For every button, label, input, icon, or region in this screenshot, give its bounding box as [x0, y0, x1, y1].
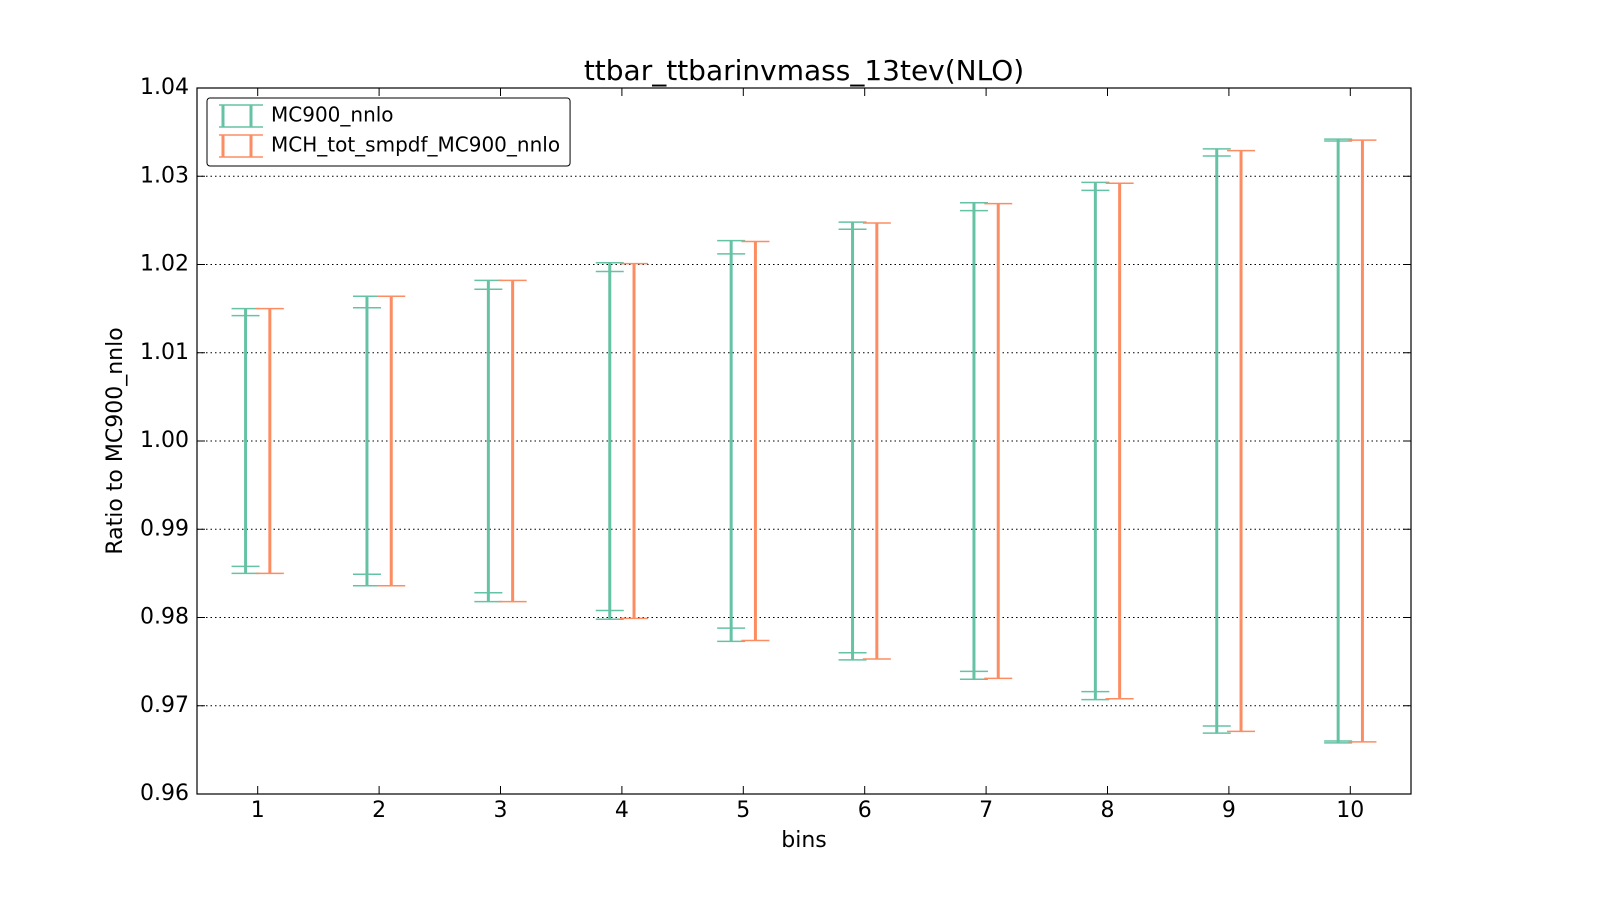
x-tick-label: 3 [494, 798, 508, 823]
y-tick-label: 1.03 [140, 163, 189, 188]
legend: MC900_nnlo MCH_tot_smpdf_MC900_nnlo [206, 97, 571, 167]
x-tick-label: 10 [1336, 798, 1364, 823]
y-tick-label: 1.00 [140, 428, 189, 453]
plot-frame [196, 87, 1412, 795]
y-tick-label: 0.97 [140, 693, 189, 718]
x-tick-label: 1 [251, 798, 265, 823]
x-tick-label: 6 [858, 798, 872, 823]
y-tick-label: 0.98 [140, 605, 189, 630]
x-tick-label: 5 [736, 798, 750, 823]
x-tick-label: 4 [615, 798, 629, 823]
legend-label: MC900_nnlo [271, 103, 394, 127]
legend-label: MCH_tot_smpdf_MC900_nnlo [271, 133, 560, 157]
x-tick-label: 2 [372, 798, 386, 823]
chart-title: ttbar_ttbarinvmass_13tev(NLO) [584, 54, 1024, 87]
x-tick-label: 9 [1222, 798, 1236, 823]
x-tick-label: 8 [1101, 798, 1115, 823]
y-tick-label: 0.96 [140, 781, 189, 806]
y-tick-label: 1.04 [140, 75, 189, 100]
y-tick-label: 0.99 [140, 516, 189, 541]
y-axis-label: Ratio to MC900_nnlo [103, 327, 128, 554]
x-axis-label: bins [781, 828, 826, 853]
y-tick-label: 1.01 [140, 340, 189, 365]
y-tick-label: 1.02 [140, 252, 189, 277]
legend-box [206, 97, 571, 167]
x-tick-label: 7 [979, 798, 993, 823]
